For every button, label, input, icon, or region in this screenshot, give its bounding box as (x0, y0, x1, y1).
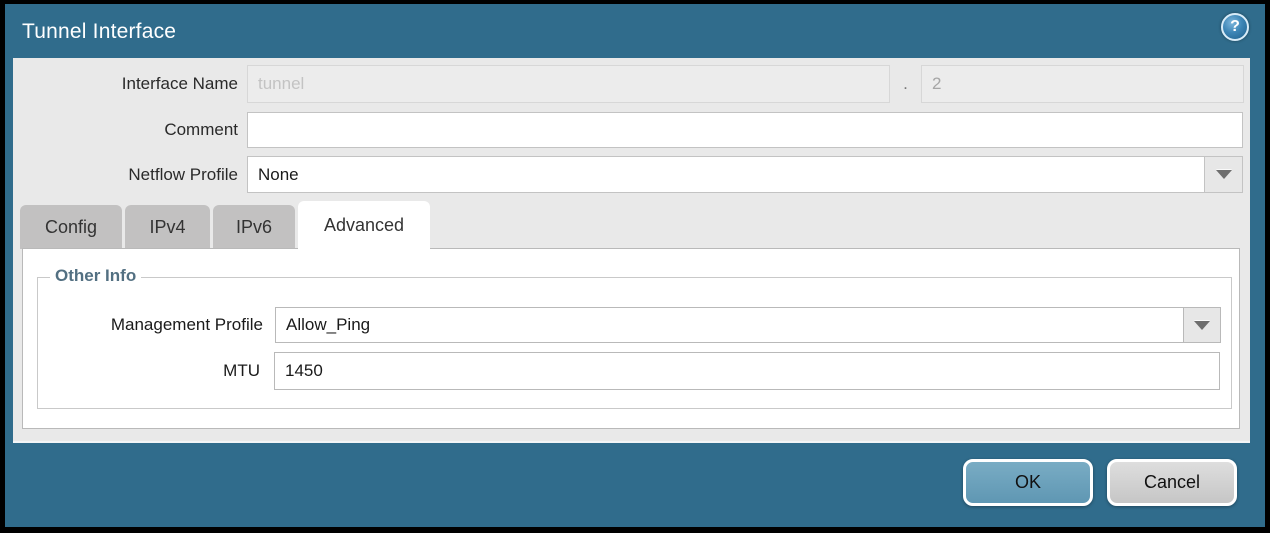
management-profile-dropdown-button[interactable] (1183, 308, 1220, 342)
netflow-profile-label: Netflow Profile (128, 165, 238, 184)
mtu-input[interactable] (274, 352, 1220, 390)
interface-name-suffix-field (921, 65, 1244, 103)
tab-ipv4[interactable]: IPv4 (125, 205, 210, 249)
ok-button[interactable]: OK (963, 459, 1093, 506)
tab-config[interactable]: Config (20, 205, 122, 249)
interface-name-separator: . (903, 74, 908, 93)
chevron-down-icon (1194, 320, 1210, 330)
other-info-section-title: Other Info (50, 266, 142, 286)
interface-name-base-field (247, 65, 890, 103)
comment-label: Comment (164, 120, 238, 139)
management-profile-value: Allow_Ping (286, 315, 371, 334)
comment-input[interactable] (247, 112, 1243, 148)
interface-name-label: Interface Name (121, 74, 238, 93)
dialog-title: Tunnel Interface (22, 20, 177, 43)
tab-ipv6[interactable]: IPv6 (213, 205, 295, 249)
other-info-fieldset (37, 277, 1232, 409)
chevron-down-icon (1215, 170, 1232, 179)
management-profile-label: Management Profile (110, 315, 263, 334)
netflow-profile-dropdown[interactable]: None (247, 156, 1243, 193)
cancel-button[interactable]: Cancel (1107, 459, 1237, 506)
help-icon[interactable]: ? (1221, 13, 1249, 41)
mtu-label: MTU (223, 361, 260, 380)
netflow-profile-value: None (258, 164, 299, 184)
tab-advanced[interactable]: Advanced (298, 201, 430, 250)
netflow-profile-dropdown-button[interactable] (1204, 157, 1242, 192)
management-profile-dropdown[interactable]: Allow_Ping (275, 307, 1221, 343)
